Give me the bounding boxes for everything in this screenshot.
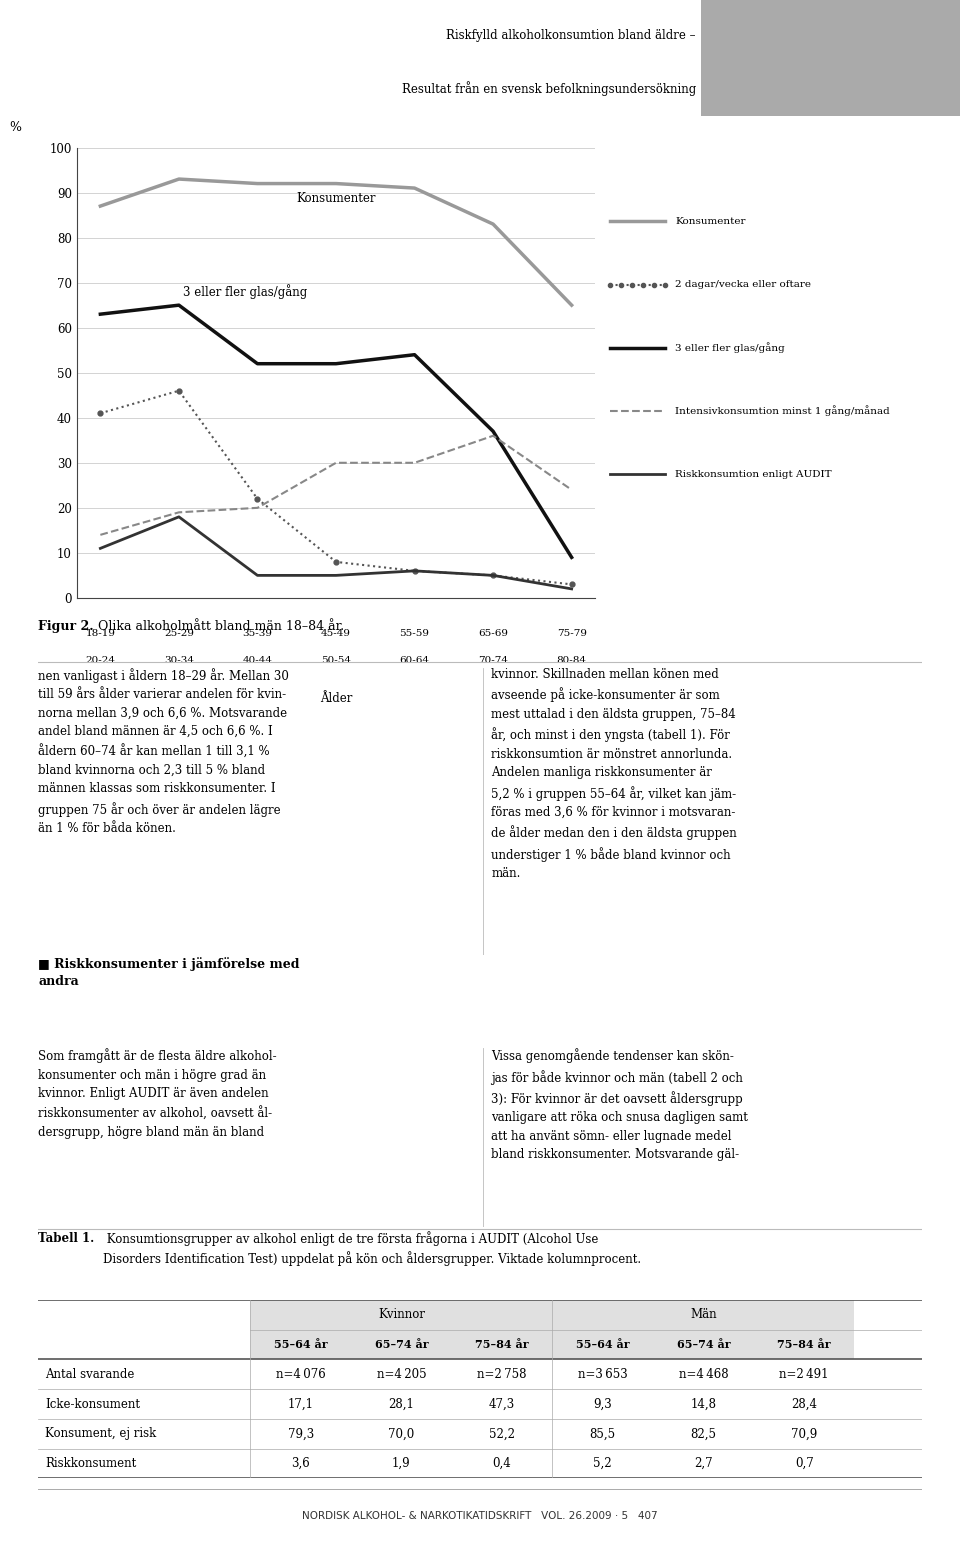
Text: 20-24: 20-24: [85, 657, 115, 665]
Bar: [701, 0, 960, 116]
Text: 55-59: 55-59: [399, 629, 429, 638]
Text: 50-54: 50-54: [321, 657, 351, 665]
Text: 55–64 år: 55–64 år: [576, 1339, 630, 1350]
Text: 60-64: 60-64: [399, 657, 429, 665]
Text: n=4 076: n=4 076: [276, 1368, 325, 1381]
Text: n=4 468: n=4 468: [679, 1368, 729, 1381]
Text: 28,1: 28,1: [389, 1398, 415, 1410]
Text: Riskfylld alkoholkonsumtion bland äldre –: Riskfylld alkoholkonsumtion bland äldre …: [446, 30, 696, 42]
Text: ■ Riskkonsumenter i jämförelse med
andra: ■ Riskkonsumenter i jämförelse med andra: [38, 957, 300, 988]
Text: n=2 758: n=2 758: [477, 1368, 527, 1381]
Text: Konsumenter: Konsumenter: [297, 191, 376, 205]
Text: n=4 205: n=4 205: [376, 1368, 426, 1381]
Text: 82,5: 82,5: [690, 1427, 716, 1440]
Text: Ålder: Ålder: [320, 693, 352, 705]
Text: 30-34: 30-34: [164, 657, 194, 665]
Text: Icke-konsument: Icke-konsument: [45, 1398, 140, 1410]
Text: Olika alkoholmått bland män 18–84 år.: Olika alkoholmått bland män 18–84 år.: [94, 620, 345, 632]
Text: nen vanligast i åldern 18–29 år. Mellan 30
till 59 års ålder varierar andelen fö: nen vanligast i åldern 18–29 år. Mellan …: [38, 668, 289, 836]
Text: Konsument, ej risk: Konsument, ej risk: [45, 1427, 156, 1440]
Text: 5,2: 5,2: [593, 1457, 612, 1471]
Text: Män: Män: [690, 1308, 717, 1322]
Text: 40-44: 40-44: [243, 657, 273, 665]
Text: 17,1: 17,1: [288, 1398, 314, 1410]
Text: 2,7: 2,7: [694, 1457, 712, 1471]
Text: Intensivkonsumtion minst 1 gång/månad: Intensivkonsumtion minst 1 gång/månad: [675, 405, 890, 416]
Text: 1,9: 1,9: [392, 1457, 411, 1471]
Text: 80-84: 80-84: [557, 657, 587, 665]
Text: 65–74 år: 65–74 år: [374, 1339, 428, 1350]
Text: 3,6: 3,6: [291, 1457, 310, 1471]
Text: Konsumtionsgrupper av alkohol enligt de tre första frågorna i AUDIT (Alcohol Use: Konsumtionsgrupper av alkohol enligt de …: [103, 1232, 641, 1266]
Text: Riskkonsumtion enligt AUDIT: Riskkonsumtion enligt AUDIT: [675, 471, 832, 478]
Text: 14,8: 14,8: [690, 1398, 716, 1410]
Text: 18-19: 18-19: [85, 629, 115, 638]
Text: Figur 2.: Figur 2.: [38, 620, 94, 632]
Text: 70,9: 70,9: [791, 1427, 817, 1440]
Bar: [251, 1329, 854, 1359]
Text: 2 dagar/vecka eller oftare: 2 dagar/vecka eller oftare: [675, 280, 811, 289]
Text: 75–84 år: 75–84 år: [475, 1339, 529, 1350]
Text: 45-49: 45-49: [321, 629, 351, 638]
Text: NORDISK ALKOHOL- & NARKOTIKATIDSKRIFT   VOL. 26.2009 · 5   407: NORDISK ALKOHOL- & NARKOTIKATIDSKRIFT VO…: [302, 1511, 658, 1520]
Text: 3 eller fler glas/gång: 3 eller fler glas/gång: [182, 284, 307, 300]
Text: 25-29: 25-29: [164, 629, 194, 638]
Text: 75–84 år: 75–84 år: [778, 1339, 831, 1350]
Text: Konsumenter: Konsumenter: [675, 217, 746, 225]
Text: 47,3: 47,3: [489, 1398, 516, 1410]
Text: 52,2: 52,2: [489, 1427, 516, 1440]
Text: 35-39: 35-39: [243, 629, 273, 638]
Text: 70,0: 70,0: [388, 1427, 415, 1440]
Text: 9,3: 9,3: [593, 1398, 612, 1410]
Text: Kvinnor: Kvinnor: [378, 1308, 425, 1322]
Text: 75-79: 75-79: [557, 629, 587, 638]
Text: 65-69: 65-69: [478, 629, 508, 638]
Bar: [552, 1300, 854, 1329]
Text: 0,7: 0,7: [795, 1457, 813, 1471]
Text: 28,4: 28,4: [791, 1398, 817, 1410]
Bar: [251, 1300, 552, 1329]
Text: 85,5: 85,5: [589, 1427, 615, 1440]
Text: Riskkonsument: Riskkonsument: [45, 1457, 136, 1471]
Text: Resultat från en svensk befolkningsundersökning: Resultat från en svensk befolkningsunder…: [401, 81, 696, 96]
Text: 70-74: 70-74: [478, 657, 508, 665]
Text: Tabell 1.: Tabell 1.: [38, 1232, 95, 1244]
Text: Vissa genomgående tendenser kan skön-
jas för både kvinnor och män (tabell 2 och: Vissa genomgående tendenser kan skön- ja…: [492, 1048, 749, 1162]
Text: 65–74 år: 65–74 år: [677, 1339, 731, 1350]
Text: n=3 653: n=3 653: [578, 1368, 628, 1381]
Text: 3 eller fler glas/gång: 3 eller fler glas/gång: [675, 343, 785, 353]
Text: 55–64 år: 55–64 år: [274, 1339, 327, 1350]
Text: 79,3: 79,3: [288, 1427, 314, 1440]
Text: kvinnor. Skillnaden mellan könen med
avseende på icke-konsumenter är som
mest ut: kvinnor. Skillnaden mellan könen med avs…: [492, 668, 737, 881]
Text: Antal svarande: Antal svarande: [45, 1368, 134, 1381]
Text: %: %: [10, 121, 21, 134]
Text: 0,4: 0,4: [492, 1457, 512, 1471]
Text: n=2 491: n=2 491: [780, 1368, 828, 1381]
Text: Som framgått är de flesta äldre alkohol-
konsumenter och män i högre grad än
kvi: Som framgått är de flesta äldre alkohol-…: [38, 1048, 277, 1138]
